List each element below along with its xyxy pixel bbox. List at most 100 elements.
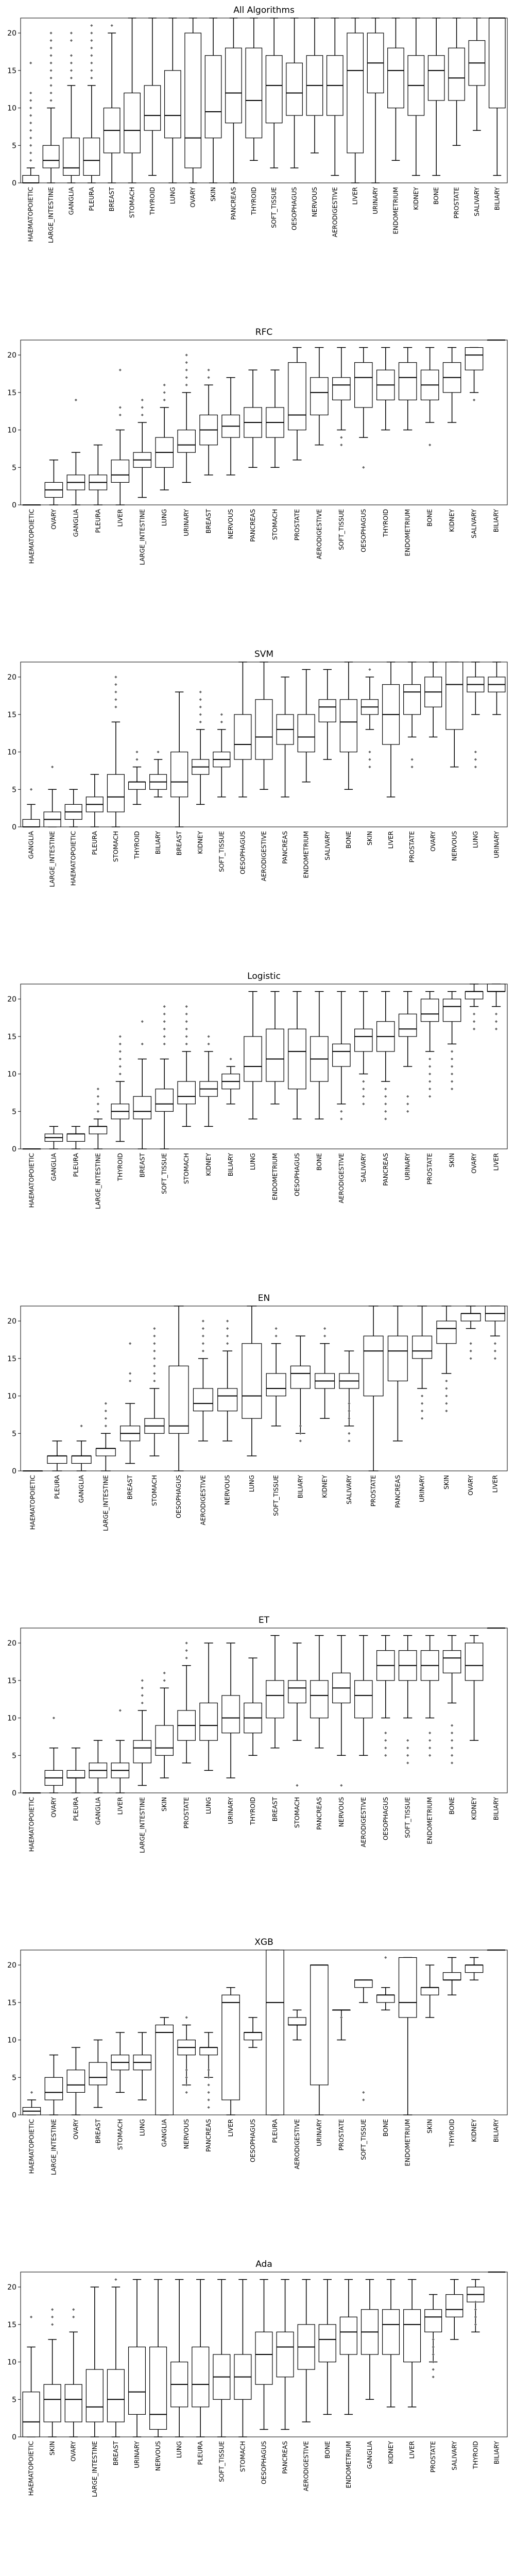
box-body [199, 2047, 218, 2056]
outlier-point [104, 1417, 107, 1420]
box-large-intestine [85, 2286, 104, 2437]
x-tick-label: SKIN [443, 1475, 450, 1489]
x-tick-label: PLEURA [54, 1475, 61, 1499]
outlier-point [163, 1005, 166, 1008]
box-body [85, 2369, 104, 2422]
outlier-point [384, 1110, 387, 1113]
outlier-point [70, 39, 73, 42]
box-body [64, 2384, 82, 2422]
box-thyroid [128, 750, 146, 805]
box-body [347, 32, 364, 154]
x-tick-label: OESOPHAGUS [382, 1797, 389, 1840]
outlier-point [153, 1334, 156, 1337]
x-tick-label: LARGE_INTESTINE [91, 2441, 98, 2497]
outlier-point [469, 1342, 472, 1345]
box-body [149, 2346, 167, 2430]
box-ganglia [44, 1126, 63, 1149]
box-kidney [382, 2279, 400, 2408]
outlier-point [118, 413, 122, 417]
x-tick-label: OESOPHAGUS [239, 831, 246, 874]
box-thyroid [376, 347, 395, 431]
x-tick-label: ENDOMETRIUM [392, 187, 399, 234]
y-tick-label: 15 [7, 2321, 16, 2329]
outlier-point [348, 1402, 351, 1405]
box-body [63, 138, 80, 176]
outlier-point [432, 2376, 435, 2379]
outlier-point [445, 1402, 448, 1405]
outlier-point [185, 353, 188, 357]
box-oesophagus [376, 1635, 395, 1757]
outlier-point [90, 31, 93, 35]
x-tick-label: PROSTATE [408, 831, 416, 862]
outlier-point [323, 1334, 327, 1337]
outlier-point [29, 137, 32, 140]
axes-frame [20, 984, 508, 1149]
box-body [363, 1335, 384, 1397]
x-tick-label: SOFT_TISSUE [218, 2441, 225, 2482]
x-tick-label: AERODIGESTIVE [261, 831, 268, 882]
outlier-point [428, 1080, 432, 1083]
x-tick-label: STOMACH [183, 1153, 190, 1184]
outlier-point [469, 1349, 472, 1352]
box-body [445, 662, 464, 730]
box-skin [43, 2308, 61, 2437]
box-ganglia [71, 1425, 92, 1471]
box-ovary [44, 1716, 63, 1793]
x-tick-label: PLEURA [91, 831, 98, 855]
box-body [244, 1036, 262, 1082]
box-body [436, 1320, 457, 1344]
x-tick-label: KIDNEY [471, 2119, 478, 2142]
x-tick-label: BONE [316, 1153, 323, 1171]
outlier-point [163, 1042, 166, 1045]
x-tick-label: LUNG [169, 187, 176, 204]
outlier-point [199, 698, 202, 701]
x-tick-label: BILIARY [493, 2119, 500, 2142]
outlier-point [428, 1072, 432, 1076]
box-body [310, 1680, 329, 1719]
box-ganglia [89, 1740, 108, 1793]
box-kidney [442, 347, 461, 423]
outlier-point [428, 1754, 432, 1757]
y-tick-label: 10 [7, 105, 16, 113]
chart-panel: EN 0 5 10 15 20 HAEMATOPOIETIC PLEURA GANGLIA LAR… [7, 1293, 508, 1531]
outlier-point [384, 1732, 387, 1735]
chart-panel: RFC 0 5 10 15 20 HAEMATOPOIETIC OVARY GANGLIA PLE… [7, 327, 508, 565]
box-aerodigestive [193, 1319, 213, 1442]
outlier-point [141, 1694, 144, 1697]
x-tick-label: HAEMATOPOIETIC [28, 2441, 35, 2496]
outlier-point [201, 1319, 204, 1323]
box-body [192, 2346, 210, 2408]
x-tick-label: LIVER [408, 2441, 416, 2459]
box-liver [403, 2279, 421, 2408]
box-kidney [465, 1957, 484, 1980]
x-tick-label: OESOPHAGUS [360, 509, 367, 552]
outlier-point [129, 1342, 132, 1345]
box-body [83, 138, 100, 176]
outlier-point [340, 1110, 343, 1113]
outlier-point [201, 1342, 204, 1345]
x-tick-label: OVARY [190, 187, 197, 207]
outlier-point [141, 398, 144, 401]
box-kidney [315, 1327, 335, 1419]
y-tick-label: 5 [12, 142, 16, 150]
outlier-point [299, 1432, 302, 1435]
box-body [332, 377, 351, 400]
outlier-point [51, 2323, 54, 2326]
axes-frame [20, 1950, 508, 2115]
box-pancreas [276, 2279, 294, 2430]
x-tick-label: HAEMATOPOIETIC [28, 2119, 35, 2174]
outlier-point [185, 361, 188, 364]
x-tick-label: AERODIGESTIVE [294, 2119, 301, 2170]
outlier-point [49, 46, 53, 49]
chart-title: Ada [255, 2259, 272, 2269]
box-soft-tissue [354, 1979, 373, 2102]
box-pleura [266, 1950, 284, 2115]
y-tick-label: 0 [12, 823, 16, 832]
box-body [107, 774, 125, 812]
outlier-point [114, 690, 117, 693]
box-body [398, 362, 417, 400]
x-tick-label: ENDOMETRIUM [345, 2441, 352, 2488]
x-tick-label: NERVOUS [224, 1475, 231, 1505]
x-tick-label: STOMACH [112, 831, 119, 862]
y-tick-label: 10 [7, 749, 16, 757]
